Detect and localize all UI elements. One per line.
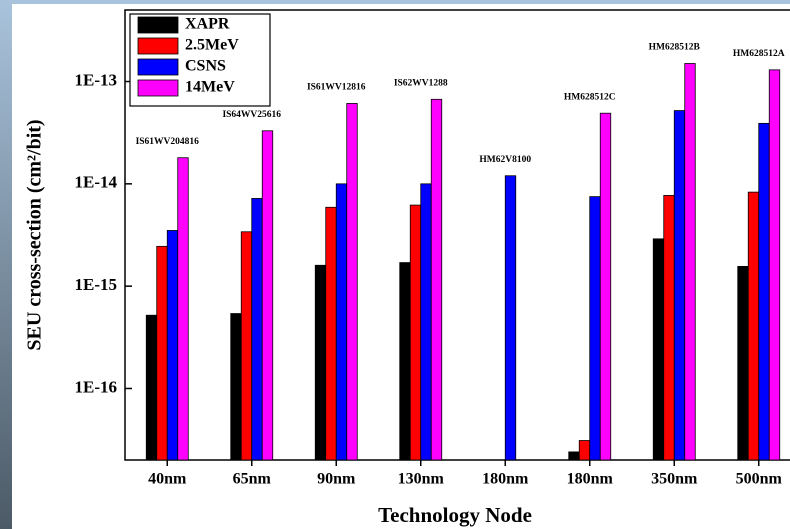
bar (261, 130, 274, 461)
x-tick-label: 130nm (398, 471, 445, 488)
bar-annotation: IS61WV204816 (136, 137, 200, 147)
bar (504, 175, 517, 461)
bar-annotation: IS64WV25616 (222, 110, 281, 120)
x-tick-label: 350nm (651, 471, 698, 488)
legend-swatch (137, 58, 179, 76)
legend-label: XAPR (185, 16, 230, 33)
legend-label: 2.5MeV (185, 37, 239, 54)
y-tick-label: 1E-16 (75, 377, 118, 396)
legend-swatch (137, 16, 179, 34)
x-tick-label: 180nm (482, 471, 529, 488)
legend-swatch (137, 37, 179, 55)
bar (568, 451, 580, 461)
bar (399, 262, 411, 461)
legend-label: 14MeV (185, 79, 235, 96)
bar-annotation: HM628512C (564, 92, 616, 102)
bar (166, 230, 179, 461)
bar (325, 206, 337, 461)
x-tick-label: 90nm (317, 471, 356, 488)
bar (684, 63, 696, 461)
y-axis-title: SEU cross-section (cm²/bit) (24, 119, 46, 350)
bar-annotation: IS62WV1288 (394, 79, 448, 89)
x-tick-label: 65nm (233, 471, 272, 488)
bar-annotation: HM628512B (649, 43, 701, 53)
y-tick-label: 1E-14 (75, 173, 118, 192)
bar (578, 440, 591, 461)
bar (652, 238, 665, 461)
bar-annotation: IS61WV12816 (307, 83, 366, 93)
bar (335, 183, 348, 461)
bar (673, 110, 686, 461)
bar (346, 103, 358, 461)
legend-swatch (137, 79, 179, 97)
bar (747, 191, 760, 461)
bar (420, 183, 432, 461)
x-tick-label: 180nm (567, 471, 614, 488)
legend-label: CSNS (185, 58, 226, 75)
bar (758, 122, 770, 461)
bar-annotation: HM628512A (733, 49, 785, 59)
y-tick-label: 1E-15 (75, 275, 118, 294)
plot-frame (124, 9, 790, 461)
bar (663, 195, 675, 461)
bar (589, 196, 601, 461)
bar (156, 245, 168, 461)
y-tick-label: 1E-13 (75, 70, 118, 89)
bar (768, 69, 781, 461)
bar (737, 265, 749, 461)
bar (177, 157, 189, 461)
bar (240, 231, 253, 461)
bar (251, 198, 263, 461)
x-tick-label: 500nm (736, 471, 783, 488)
bar (314, 264, 327, 461)
bar (230, 313, 242, 461)
bar (599, 112, 612, 461)
x-tick-label: 40nm (148, 471, 187, 488)
bar (409, 204, 422, 461)
bar (430, 98, 443, 461)
bar (145, 314, 158, 461)
x-axis-title: Technology Node (378, 503, 532, 527)
bar-annotation: HM62V8100 (479, 155, 531, 165)
